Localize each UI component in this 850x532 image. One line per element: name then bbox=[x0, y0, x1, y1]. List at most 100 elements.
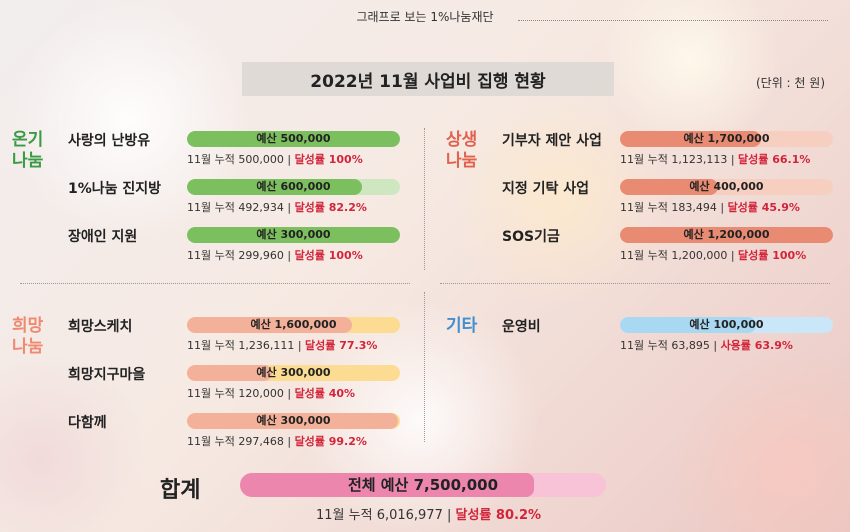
budget-bar: 예산 100,000 bbox=[620, 317, 833, 333]
rate-label: 사용률 63.9% bbox=[720, 339, 793, 352]
cumulative-text: 11월 누적 299,960 | 달성률 100% bbox=[187, 249, 363, 262]
total-budget-label: 전체 예산 7,500,000 bbox=[347, 476, 499, 494]
caption-rule-right bbox=[518, 20, 828, 21]
cumulative-text: 11월 누적 1,123,113 | 달성률 66.1% bbox=[620, 153, 811, 166]
budget-bar-fill bbox=[187, 317, 352, 333]
cumulative-value: 183,494 bbox=[671, 201, 717, 214]
budget-bar: 예산 1,200,000 bbox=[620, 227, 833, 243]
total-label: 합계 bbox=[160, 478, 201, 503]
budget-label: 예산 1,200,000 bbox=[683, 228, 770, 241]
rate-label: 달성률 100% bbox=[738, 249, 807, 262]
cumulative-value: 1,200,000 bbox=[671, 249, 728, 262]
unit-label: (단위 : 천 원) bbox=[755, 76, 825, 90]
budget-bar-fill bbox=[187, 179, 363, 195]
item-name: 사랑의 난방유 bbox=[68, 133, 151, 149]
cumulative-prefix: 11월 누적 bbox=[187, 201, 239, 214]
budget-label: 예산 100,000 bbox=[689, 318, 764, 331]
total-bar-fill bbox=[240, 473, 534, 497]
budget-label: 예산 300,000 bbox=[256, 366, 331, 379]
budget-label: 예산 500,000 bbox=[256, 132, 331, 145]
divider-horizontal-right bbox=[440, 283, 830, 284]
cumulative-prefix: 11월 누적 bbox=[187, 249, 239, 262]
budget-bar: 예산 600,000 bbox=[187, 179, 400, 195]
rate-label: 달성률 77.3% bbox=[305, 339, 378, 352]
cumulative-text: 11월 누적 297,468 | 달성률 99.2% bbox=[187, 435, 367, 448]
cumulative-value: 1,236,111 bbox=[238, 339, 295, 352]
total-cumulative-prefix: 11월 누적 bbox=[316, 508, 377, 523]
budget-label: 예산 400,000 bbox=[689, 180, 764, 193]
budget-label: 예산 300,000 bbox=[256, 228, 331, 241]
budget-bar-fill bbox=[187, 227, 400, 243]
rate-label: 달성률 100% bbox=[294, 153, 363, 166]
item-name: SOS기금 bbox=[502, 229, 560, 245]
budget-label: 예산 1,700,000 bbox=[683, 132, 770, 145]
rate-label: 달성률 82.2% bbox=[294, 201, 367, 214]
budget-bar: 예산 1,600,000 bbox=[187, 317, 400, 333]
cumulative-prefix: 11월 누적 bbox=[187, 153, 239, 166]
item-name: 기부자 제안 사업 bbox=[502, 133, 602, 149]
budget-bar-fill bbox=[187, 365, 273, 381]
category-label: 희망 나눔 bbox=[12, 316, 44, 357]
cumulative-prefix: 11월 누적 bbox=[620, 339, 672, 352]
cumulative-prefix: 11월 누적 bbox=[620, 201, 672, 214]
divider-vertical-top bbox=[424, 128, 425, 270]
budget-bar-fill bbox=[187, 413, 399, 429]
cumulative-prefix: 11월 누적 bbox=[187, 435, 239, 448]
budget-bar: 예산 500,000 bbox=[187, 131, 400, 147]
cumulative-prefix: 11월 누적 bbox=[187, 339, 239, 352]
cumulative-text: 11월 누적 1,200,000 | 달성률 100% bbox=[620, 249, 807, 262]
item-name: 운영비 bbox=[502, 319, 541, 335]
rate-label: 달성률 45.9% bbox=[727, 201, 800, 214]
cumulative-text: 11월 누적 500,000 | 달성률 100% bbox=[187, 153, 363, 166]
budget-bar: 예산 400,000 bbox=[620, 179, 833, 195]
total-cumulative-value: 6,016,977 bbox=[376, 508, 443, 523]
budget-bar: 예산 300,000 bbox=[187, 227, 400, 243]
item-name: 다함께 bbox=[68, 415, 107, 431]
rate-label: 달성률 66.1% bbox=[738, 153, 811, 166]
cumulative-text: 11월 누적 63,895 | 사용률 63.9% bbox=[620, 339, 793, 352]
top-caption: 그래프로 보는 1%나눔재단 bbox=[356, 10, 494, 24]
cumulative-text: 11월 누적 120,000 | 달성률 40% bbox=[187, 387, 356, 400]
cumulative-value: 492,934 bbox=[238, 201, 284, 214]
budget-bar-fill bbox=[187, 131, 400, 147]
cumulative-value: 120,000 bbox=[238, 387, 284, 400]
cumulative-value: 299,960 bbox=[238, 249, 284, 262]
category-label: 상생 나눔 bbox=[446, 130, 478, 171]
total-bar: 전체 예산 7,500,000 bbox=[240, 473, 606, 497]
rate-label: 달성률 40% bbox=[294, 387, 356, 400]
total-cumulative: 11월 누적 6,016,977 | 달성률 80.2% bbox=[316, 508, 542, 523]
budget-bar: 예산 300,000 bbox=[187, 365, 400, 381]
cumulative-text: 11월 누적 183,494 | 달성률 45.9% bbox=[620, 201, 800, 214]
item-name: 지정 기탁 사업 bbox=[502, 181, 590, 197]
cumulative-value: 500,000 bbox=[238, 153, 284, 166]
cumulative-prefix: 11월 누적 bbox=[620, 153, 672, 166]
cumulative-value: 297,468 bbox=[238, 435, 284, 448]
chart-title: 2022년 11월 사업비 집행 현황 bbox=[242, 62, 614, 96]
rate-label: 달성률 100% bbox=[294, 249, 363, 262]
budget-label: 예산 1,600,000 bbox=[250, 318, 337, 331]
cumulative-text: 11월 누적 492,934 | 달성률 82.2% bbox=[187, 201, 367, 214]
item-name: 희망스케치 bbox=[68, 319, 133, 335]
budget-bar-fill bbox=[620, 131, 761, 147]
budget-bar-fill bbox=[620, 317, 757, 333]
cumulative-value: 1,123,113 bbox=[671, 153, 728, 166]
total-rate: 달성률 80.2% bbox=[455, 508, 542, 523]
item-name: 장애인 지원 bbox=[68, 229, 138, 245]
cumulative-prefix: 11월 누적 bbox=[187, 387, 239, 400]
budget-bar-fill bbox=[620, 227, 833, 243]
budget-bar: 예산 300,000 bbox=[187, 413, 400, 429]
divider-horizontal-left bbox=[20, 283, 410, 284]
budget-label: 예산 300,000 bbox=[256, 414, 331, 427]
budget-label: 예산 600,000 bbox=[256, 180, 331, 193]
cumulative-prefix: 11월 누적 bbox=[620, 249, 672, 262]
divider-vertical-bottom bbox=[424, 292, 425, 442]
item-name: 1%나눔 진지방 bbox=[68, 181, 162, 197]
rate-label: 달성률 99.2% bbox=[294, 435, 367, 448]
category-label: 기타 bbox=[446, 316, 478, 336]
item-name: 희망지구마을 bbox=[68, 367, 146, 383]
budget-bar: 예산 1,700,000 bbox=[620, 131, 833, 147]
cumulative-value: 63,895 bbox=[671, 339, 710, 352]
cumulative-text: 11월 누적 1,236,111 | 달성률 77.3% bbox=[187, 339, 378, 352]
budget-bar-fill bbox=[620, 179, 718, 195]
category-label: 온기 나눔 bbox=[12, 130, 44, 171]
